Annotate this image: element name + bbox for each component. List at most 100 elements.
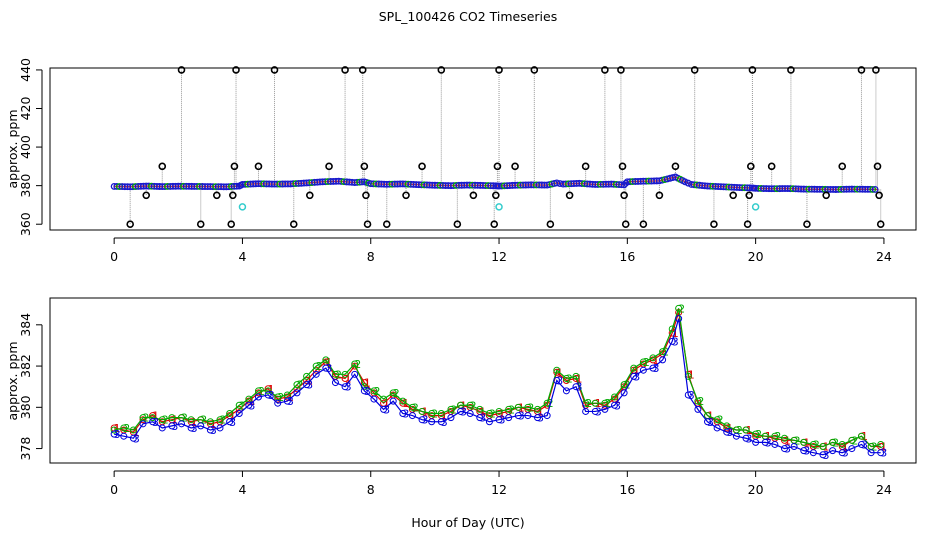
series-2-glyph: 2 (258, 385, 265, 398)
series-3-marker (543, 412, 551, 420)
series-3-glyph: 3 (460, 405, 467, 418)
series-3-glyph: 3 (287, 395, 294, 408)
bottom-x-tick-label: 24 (876, 482, 892, 497)
series-1-glyph: 1 (248, 395, 255, 408)
series-1-glyph: 1 (171, 414, 178, 427)
bottom-x-tick-label: 16 (619, 482, 635, 497)
calibration-marker (270, 66, 279, 74)
series-3-glyph: 3 (784, 443, 791, 456)
series-3-glyph: 3 (422, 414, 429, 427)
series-2-glyph: 2 (393, 387, 400, 400)
bottom-y-tick-label: 382 (18, 354, 33, 378)
series-2-marker (572, 372, 580, 380)
series-1-glyph: 1 (672, 327, 679, 340)
series-3-marker (226, 418, 234, 426)
series-2-marker (620, 381, 628, 389)
series-2-glyph: 2 (181, 412, 188, 425)
calibration-marker (743, 220, 752, 229)
series-2-glyph: 2 (335, 368, 342, 381)
series-1-marker (312, 366, 320, 374)
calibration-marker (767, 162, 776, 171)
series-2-glyph: 2 (277, 391, 284, 404)
series-2-marker (303, 372, 311, 380)
series-3-marker (684, 391, 692, 399)
calibration-marker (581, 162, 590, 171)
series-3-glyph: 3 (803, 445, 810, 458)
series-2-glyph: 2 (123, 422, 130, 435)
series-3-glyph: 3 (499, 414, 506, 427)
top-y-axis-label: approx. ppm (5, 109, 20, 188)
baseline-marker (864, 185, 872, 193)
series-3-marker (254, 393, 262, 401)
series-3-marker (649, 364, 657, 372)
series-2-marker (380, 395, 388, 403)
series-1-glyph: 1 (880, 441, 887, 454)
series-2-marker (264, 387, 272, 395)
series-3-glyph: 3 (556, 375, 563, 388)
series-3-marker (428, 418, 436, 426)
cyan-marker (495, 203, 503, 211)
series-2-glyph: 2 (662, 346, 669, 359)
series-2-marker (235, 401, 243, 409)
series-1-glyph: 1 (614, 393, 621, 406)
series-3-marker (283, 397, 291, 405)
series-3-marker (704, 418, 712, 426)
series-1-glyph: 1 (229, 410, 236, 423)
series-3-marker (857, 440, 865, 448)
calibration-marker (177, 66, 186, 74)
series-2-marker (437, 410, 445, 417)
series-3-marker (380, 405, 388, 413)
series-3-marker (197, 422, 205, 430)
series-2-marker (639, 358, 647, 366)
series-2-marker (848, 436, 856, 444)
series-3-glyph: 3 (726, 426, 733, 439)
bottom-x-tick-label: 20 (748, 482, 764, 497)
series-3-glyph: 3 (537, 412, 544, 425)
calibration-marker (437, 66, 446, 74)
series-2-glyph: 2 (450, 403, 457, 416)
series-3-marker (809, 449, 817, 457)
series-3-marker (591, 407, 599, 415)
series-2-marker (591, 399, 599, 407)
calibration-marker (546, 220, 555, 229)
series-3-marker (732, 432, 740, 440)
series-2-marker (485, 410, 493, 417)
calibration-marker (747, 162, 755, 171)
series-3-marker (562, 387, 570, 395)
baseline-marker (866, 185, 874, 193)
series-2-marker (630, 364, 638, 372)
baseline-marker (684, 179, 692, 187)
series-2-marker (684, 372, 692, 380)
calibration-marker (360, 162, 369, 171)
series-1-marker (351, 362, 359, 370)
series-2-marker (187, 416, 195, 424)
series-2-marker (476, 405, 484, 413)
top-calibration-points (126, 66, 885, 229)
series-2-marker (158, 416, 166, 424)
series-2-marker (611, 393, 619, 401)
series-3-glyph: 3 (383, 403, 390, 416)
series-1-marker (572, 374, 580, 382)
series-3-marker (235, 410, 243, 417)
series-3-glyph: 3 (248, 399, 255, 412)
series-3-glyph: 3 (822, 449, 829, 462)
series-3-glyph: 3 (345, 381, 352, 394)
cyan-marker (751, 203, 760, 211)
calibration-marker (230, 162, 239, 171)
series-2-glyph: 2 (585, 397, 592, 410)
series-2-marker (428, 410, 436, 417)
series-3-marker (351, 370, 359, 378)
series-2-glyph: 2 (296, 379, 303, 392)
calibration-marker (876, 220, 885, 229)
series-3-marker (331, 379, 339, 387)
series-2-marker (389, 389, 397, 397)
baseline-marker (618, 181, 626, 189)
series-3-marker (129, 434, 137, 442)
calibration-marker (873, 162, 882, 171)
calibration-marker (787, 66, 795, 74)
series-1-glyph: 1 (364, 377, 371, 390)
series-1-glyph: 1 (133, 426, 140, 439)
series-3-marker (553, 377, 561, 384)
series-2-glyph: 2 (851, 434, 858, 447)
series-2-glyph: 2 (470, 399, 477, 412)
